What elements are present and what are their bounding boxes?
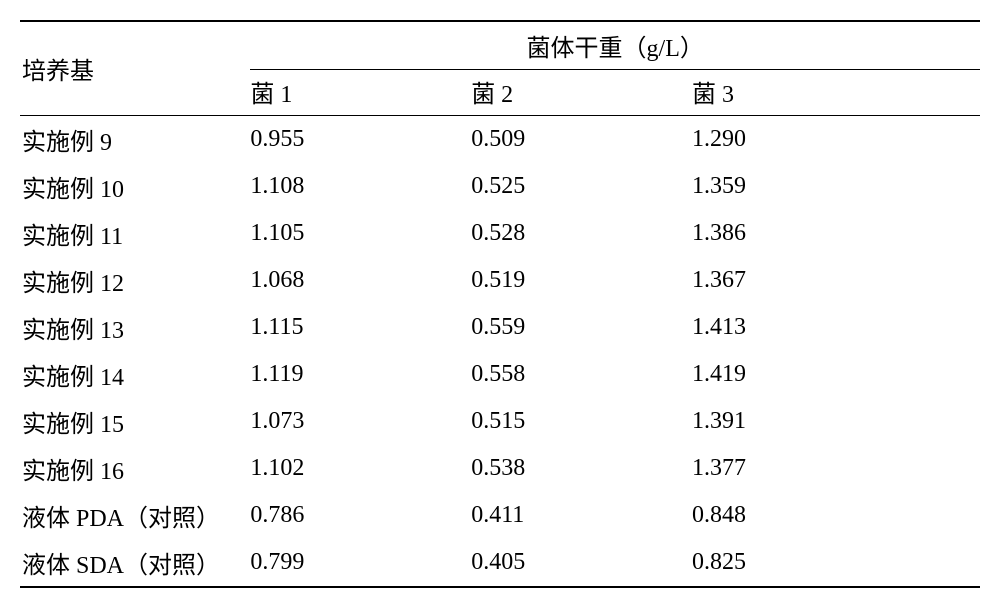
table-row: 液体 SDA（对照） 0.799 0.405 0.825 bbox=[20, 539, 980, 587]
cell-value: 1.102 bbox=[250, 445, 471, 492]
cell-value: 1.391 bbox=[692, 398, 980, 445]
sub-header-2: 菌 2 bbox=[471, 70, 692, 116]
table-row: 实施例 15 1.073 0.515 1.391 bbox=[20, 398, 980, 445]
sub-header-1: 菌 1 bbox=[250, 70, 471, 116]
sub-header-3: 菌 3 bbox=[692, 70, 980, 116]
cell-value: 0.405 bbox=[471, 539, 692, 587]
group-header: 菌体干重（g/L） bbox=[250, 21, 980, 70]
row-label: 实施例 16 bbox=[20, 445, 250, 492]
header-row-1: 培养基 菌体干重（g/L） bbox=[20, 21, 980, 70]
row-label: 实施例 12 bbox=[20, 257, 250, 304]
table-row: 液体 PDA（对照） 0.786 0.411 0.848 bbox=[20, 492, 980, 539]
cell-value: 1.073 bbox=[250, 398, 471, 445]
cell-value: 1.119 bbox=[250, 351, 471, 398]
row-label: 实施例 11 bbox=[20, 210, 250, 257]
cell-value: 1.386 bbox=[692, 210, 980, 257]
cell-value: 1.359 bbox=[692, 163, 980, 210]
cell-value: 1.413 bbox=[692, 304, 980, 351]
data-table-container: 培养基 菌体干重（g/L） 菌 1 菌 2 菌 3 实施例 9 0.955 0.… bbox=[20, 20, 980, 588]
row-label: 实施例 9 bbox=[20, 116, 250, 164]
table-body: 实施例 9 0.955 0.509 1.290 实施例 10 1.108 0.5… bbox=[20, 116, 980, 588]
row-label-header: 培养基 bbox=[20, 21, 250, 116]
row-label: 实施例 14 bbox=[20, 351, 250, 398]
cell-value: 0.559 bbox=[471, 304, 692, 351]
cell-value: 1.115 bbox=[250, 304, 471, 351]
cell-value: 0.848 bbox=[692, 492, 980, 539]
cell-value: 0.509 bbox=[471, 116, 692, 164]
cell-value: 1.105 bbox=[250, 210, 471, 257]
table-row: 实施例 13 1.115 0.559 1.413 bbox=[20, 304, 980, 351]
cell-value: 1.290 bbox=[692, 116, 980, 164]
table-row: 实施例 11 1.105 0.528 1.386 bbox=[20, 210, 980, 257]
row-label: 液体 SDA（对照） bbox=[20, 539, 250, 587]
cell-value: 1.377 bbox=[692, 445, 980, 492]
data-table: 培养基 菌体干重（g/L） 菌 1 菌 2 菌 3 实施例 9 0.955 0.… bbox=[20, 20, 980, 588]
cell-value: 0.786 bbox=[250, 492, 471, 539]
cell-value: 0.525 bbox=[471, 163, 692, 210]
row-label: 实施例 15 bbox=[20, 398, 250, 445]
cell-value: 0.528 bbox=[471, 210, 692, 257]
cell-value: 0.955 bbox=[250, 116, 471, 164]
row-label: 实施例 10 bbox=[20, 163, 250, 210]
table-row: 实施例 16 1.102 0.538 1.377 bbox=[20, 445, 980, 492]
cell-value: 1.367 bbox=[692, 257, 980, 304]
row-label: 液体 PDA（对照） bbox=[20, 492, 250, 539]
cell-value: 0.799 bbox=[250, 539, 471, 587]
cell-value: 0.558 bbox=[471, 351, 692, 398]
cell-value: 0.825 bbox=[692, 539, 980, 587]
cell-value: 0.538 bbox=[471, 445, 692, 492]
cell-value: 1.419 bbox=[692, 351, 980, 398]
table-row: 实施例 9 0.955 0.509 1.290 bbox=[20, 116, 980, 164]
table-head: 培养基 菌体干重（g/L） 菌 1 菌 2 菌 3 bbox=[20, 21, 980, 116]
cell-value: 0.411 bbox=[471, 492, 692, 539]
table-row: 实施例 12 1.068 0.519 1.367 bbox=[20, 257, 980, 304]
cell-value: 1.108 bbox=[250, 163, 471, 210]
table-row: 实施例 14 1.119 0.558 1.419 bbox=[20, 351, 980, 398]
cell-value: 0.515 bbox=[471, 398, 692, 445]
row-label: 实施例 13 bbox=[20, 304, 250, 351]
table-row: 实施例 10 1.108 0.525 1.359 bbox=[20, 163, 980, 210]
cell-value: 0.519 bbox=[471, 257, 692, 304]
cell-value: 1.068 bbox=[250, 257, 471, 304]
